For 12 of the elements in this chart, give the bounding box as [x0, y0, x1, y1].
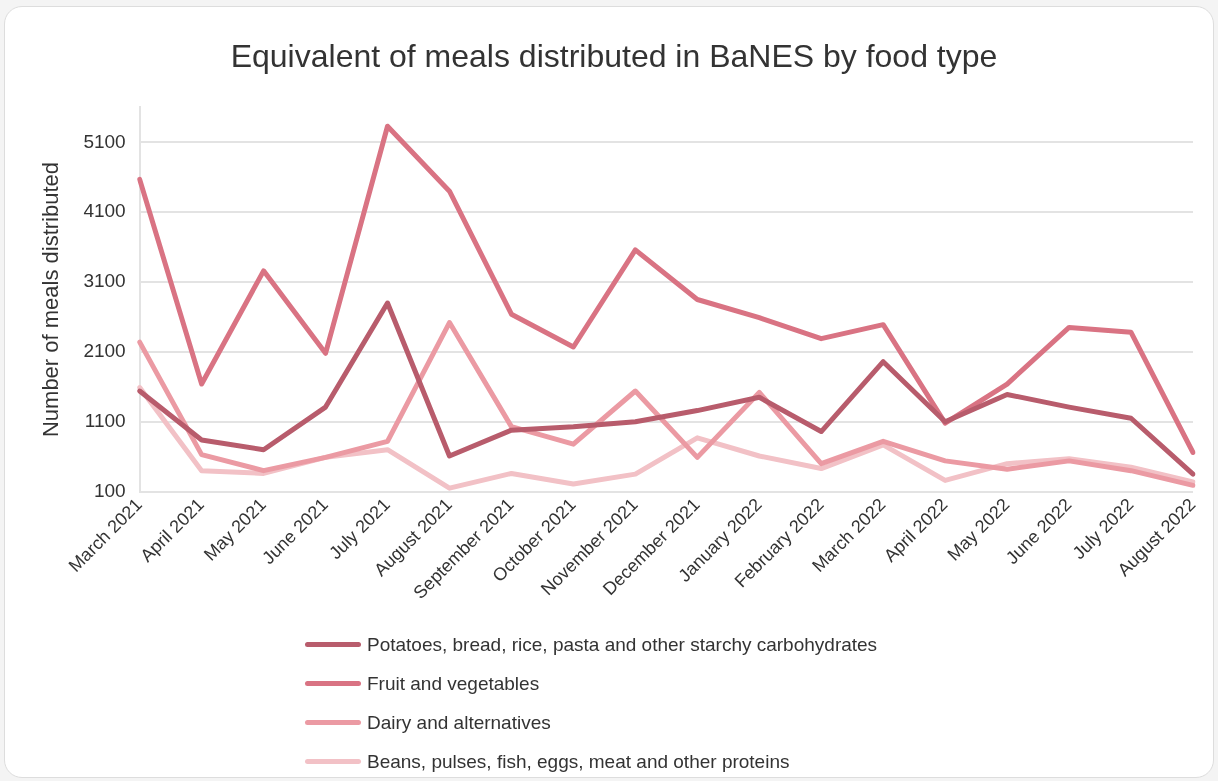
legend-label: Potatoes, bread, rice, pasta and other starchy carbohydrates: [367, 633, 878, 656]
legend-label: Fruit and vegetables: [367, 672, 540, 695]
y-axis-title: Number of meals distributed: [38, 161, 64, 438]
y-tick-label: 100: [93, 479, 126, 501]
y-tick-label: 2100: [83, 340, 126, 362]
legend-label: Beans, pulses, fish, eggs, meat and other proteins: [367, 750, 790, 773]
y-tick-label: 4100: [83, 200, 126, 222]
chart-title: Equivalent of meals distributed in BaNES by food type: [230, 38, 998, 75]
legend-label: Dairy and alternatives: [367, 711, 551, 734]
y-tick-label: 3100: [83, 270, 126, 292]
y-tick-label: 5100: [83, 130, 126, 152]
y-tick-label: 1100: [84, 409, 126, 431]
